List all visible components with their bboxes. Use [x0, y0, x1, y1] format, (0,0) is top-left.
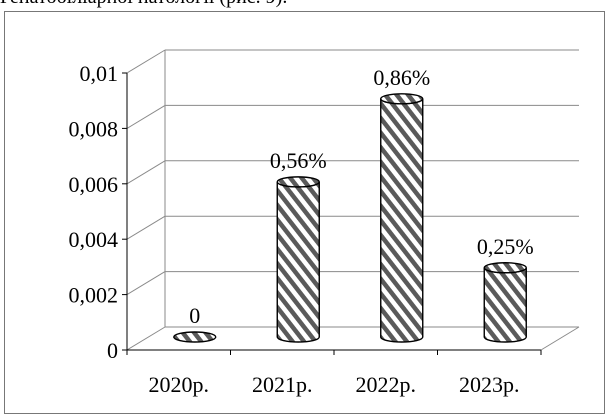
x-tick-label: 2022р. — [356, 372, 417, 397]
grid-diagonal — [126, 215, 166, 240]
y-axis-tick-labels: 0 0,002 0,004 0,006 0,008 0,01 — [69, 61, 119, 363]
x-tick-label: 2023р. — [459, 372, 520, 397]
data-label: 0,56% — [270, 148, 327, 173]
data-label: 0 — [189, 303, 200, 328]
bar-body — [483, 267, 527, 343]
floor-edge — [540, 326, 580, 351]
y-tick-label: 0,008 — [69, 116, 119, 141]
bars — [173, 93, 527, 343]
x-tick-label: 2021р. — [252, 372, 313, 397]
bar-top — [483, 262, 527, 274]
grid-diagonal — [126, 271, 166, 296]
bar-2021р. — [276, 176, 320, 343]
y-tick-label: 0 — [107, 338, 118, 363]
y-tick-label: 0,006 — [69, 172, 119, 197]
bar-top — [380, 93, 424, 105]
bar-body — [380, 98, 424, 343]
grid-diagonal — [126, 49, 166, 74]
bar-top — [276, 176, 320, 188]
y-tick-label: 0,004 — [69, 227, 119, 252]
y-tick-label: 0,01 — [80, 61, 119, 86]
data-label: 0,86% — [373, 65, 430, 90]
bar-body — [276, 181, 320, 343]
bar-top — [173, 331, 217, 343]
grid-diagonal — [126, 160, 166, 185]
x-tick-label: 2020р. — [149, 372, 210, 397]
caption: Гепатобіліарної патології (рис. 9). — [0, 0, 287, 9]
bar-2022р. — [380, 93, 424, 343]
y-tick-label: 0,002 — [69, 283, 119, 308]
data-label: 0,25% — [477, 234, 534, 259]
bar-2023р. — [483, 262, 527, 343]
data-labels: 0 0,56% 0,86% 0,25% — [189, 65, 533, 328]
grid-lines — [122, 49, 580, 355]
grid-diagonal — [126, 326, 166, 351]
x-axis-tick-labels: 2020р. 2021р. 2022р. 2023р. — [149, 372, 520, 397]
grid-diagonal — [126, 104, 166, 129]
bar-2020р. — [173, 331, 217, 343]
